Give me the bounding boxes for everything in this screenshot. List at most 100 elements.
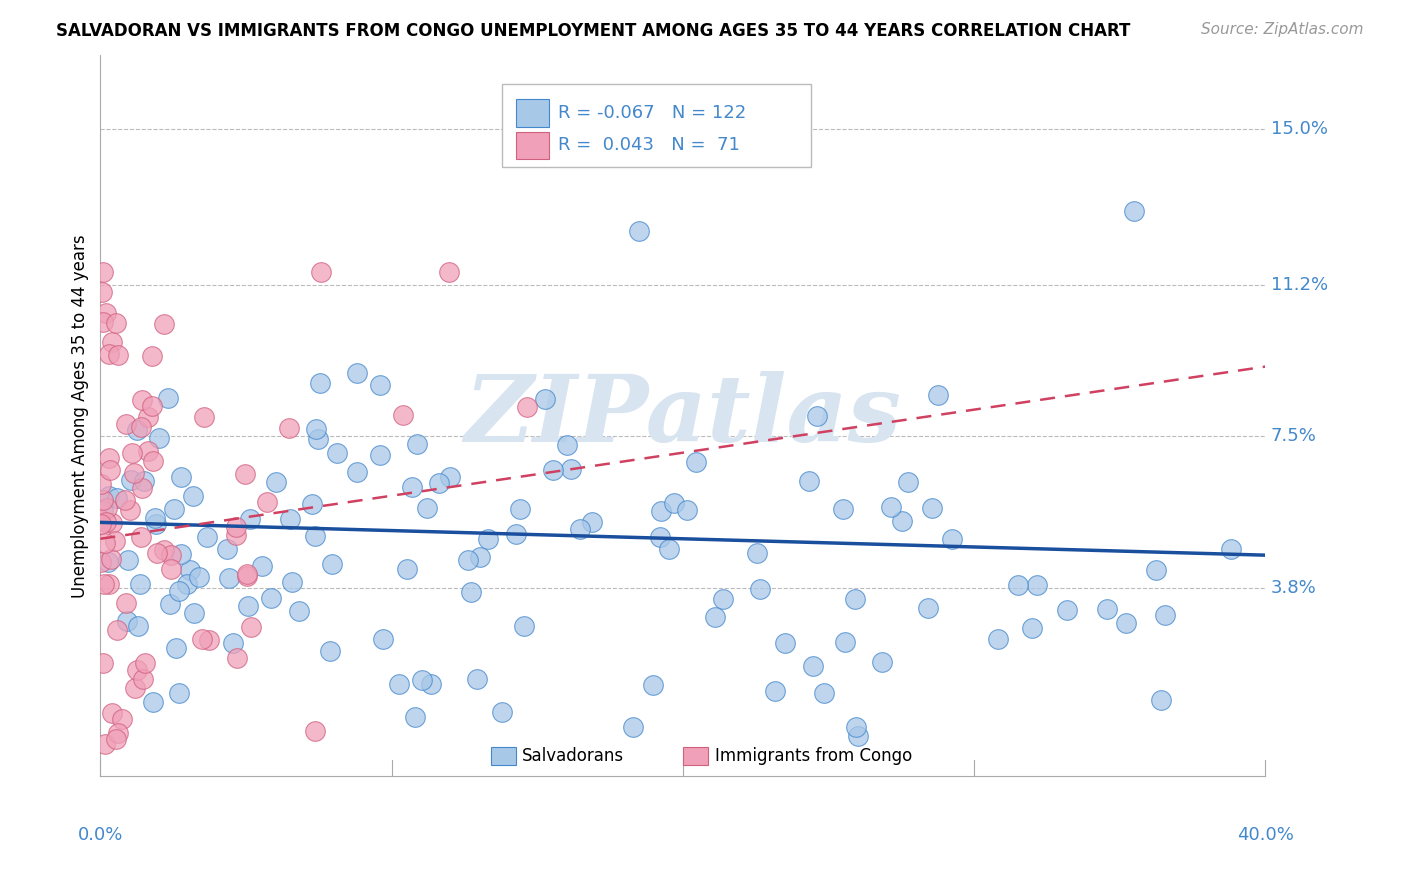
Point	[427, 476, 450, 491]
Point	[308, 432, 330, 446]
Point	[198, 632, 221, 647]
Point	[304, 529, 326, 543]
Point	[411, 673, 433, 687]
Point	[555, 438, 578, 452]
Point	[301, 497, 323, 511]
Point	[134, 474, 156, 488]
Text: 15.0%: 15.0%	[1271, 120, 1329, 138]
Point	[167, 583, 190, 598]
Point	[167, 686, 190, 700]
Point	[460, 584, 482, 599]
Point	[870, 655, 893, 669]
Point	[122, 466, 145, 480]
Point	[309, 265, 332, 279]
Point	[90, 555, 112, 569]
Point	[516, 400, 538, 414]
Point	[747, 545, 769, 559]
Point	[388, 676, 411, 690]
Point	[101, 706, 124, 721]
Point	[170, 547, 193, 561]
Point	[93, 577, 115, 591]
Point	[987, 632, 1010, 646]
Point	[141, 349, 163, 363]
Point	[491, 706, 513, 720]
Point	[534, 392, 557, 406]
Text: ZIPatlas: ZIPatlas	[464, 371, 901, 461]
Point	[129, 530, 152, 544]
Point	[125, 663, 148, 677]
Point	[117, 552, 139, 566]
Point	[1021, 621, 1043, 635]
Point	[236, 599, 259, 613]
Point	[98, 463, 121, 477]
Point	[439, 265, 461, 279]
Point	[127, 619, 149, 633]
Point	[170, 470, 193, 484]
Point	[641, 678, 664, 692]
Point	[91, 504, 114, 518]
Point	[104, 316, 127, 330]
Point	[226, 650, 249, 665]
Point	[477, 532, 499, 546]
Point	[163, 501, 186, 516]
Point	[131, 481, 153, 495]
Point	[834, 635, 856, 649]
Point	[845, 720, 868, 734]
Point	[396, 561, 419, 575]
Point	[277, 420, 299, 434]
Point	[107, 726, 129, 740]
Point	[1025, 578, 1047, 592]
Point	[101, 516, 124, 530]
Point	[153, 542, 176, 557]
Point	[141, 399, 163, 413]
Point	[225, 528, 247, 542]
Point	[115, 596, 138, 610]
Point	[346, 465, 368, 479]
Point	[142, 695, 165, 709]
Point	[404, 710, 426, 724]
Point	[1056, 603, 1078, 617]
Point	[129, 576, 152, 591]
Point	[831, 501, 853, 516]
Point	[1115, 616, 1137, 631]
FancyBboxPatch shape	[516, 99, 548, 127]
Point	[111, 713, 134, 727]
Point	[560, 462, 582, 476]
Point	[1220, 541, 1243, 556]
Point	[457, 553, 479, 567]
Point	[96, 306, 118, 320]
Point	[97, 555, 120, 569]
Point	[541, 462, 564, 476]
Point	[711, 591, 734, 606]
Point	[142, 454, 165, 468]
Point	[278, 512, 301, 526]
Point	[1095, 601, 1118, 615]
Text: Immigrants from Congo: Immigrants from Congo	[716, 747, 912, 765]
Point	[94, 515, 117, 529]
Point	[468, 550, 491, 565]
Text: 3.8%: 3.8%	[1271, 579, 1317, 597]
Point	[773, 636, 796, 650]
Point	[581, 515, 603, 529]
Point	[107, 348, 129, 362]
Point	[256, 495, 278, 509]
Text: R = -0.067   N = 122: R = -0.067 N = 122	[558, 103, 747, 122]
Y-axis label: Unemployment Among Ages 35 to 44 years: Unemployment Among Ages 35 to 44 years	[72, 234, 89, 598]
Point	[658, 542, 681, 557]
Point	[281, 575, 304, 590]
Text: SALVADORAN VS IMMIGRANTS FROM CONGO UNEMPLOYMENT AMONG AGES 35 TO 44 YEARS CORRE: SALVADORAN VS IMMIGRANTS FROM CONGO UNEM…	[56, 22, 1130, 40]
Text: Source: ZipAtlas.com: Source: ZipAtlas.com	[1201, 22, 1364, 37]
Point	[1144, 563, 1167, 577]
Point	[239, 620, 262, 634]
Point	[880, 500, 903, 514]
Point	[129, 419, 152, 434]
Point	[239, 512, 262, 526]
FancyBboxPatch shape	[516, 132, 548, 159]
Point	[97, 577, 120, 591]
Point	[98, 347, 121, 361]
Point	[801, 659, 824, 673]
Point	[90, 477, 112, 491]
Point	[1007, 578, 1029, 592]
Point	[368, 448, 391, 462]
Point	[134, 656, 156, 670]
